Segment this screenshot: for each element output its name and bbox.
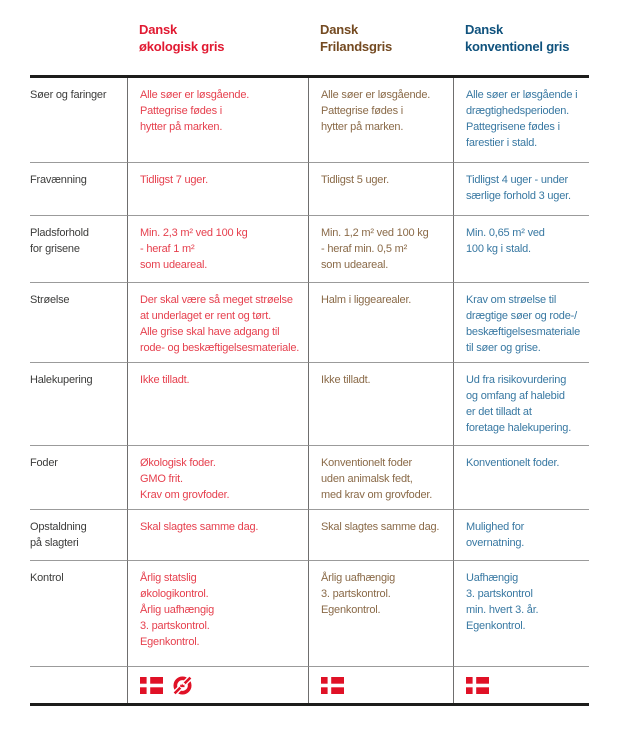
organic-o-mark-icon: [172, 675, 193, 696]
pig-comparison-table: Dansk økologisk gris Dansk Frilandsgris …: [30, 0, 589, 706]
cell-okologisk: Tidligst 7 uger.: [127, 163, 308, 216]
footer-konventionel-icons: [453, 667, 589, 703]
column-header-okologisk: Dansk økologisk gris: [139, 22, 225, 54]
cell-konventionel: Konventionelt foder.: [453, 446, 589, 510]
footer-empty-cell: [30, 667, 127, 703]
cell-konventionel: Alle søer er løsgående i drægtighedsperi…: [453, 78, 589, 163]
column-header-frilands: Dansk Frilandsgris: [320, 22, 393, 54]
corner-cell: [30, 21, 127, 75]
danish-flag-icon: [466, 676, 489, 694]
cell-konventionel: Mulighed for overnatning.: [453, 510, 589, 561]
table-body: Søer og faringer Alle søer er løsgående.…: [30, 75, 589, 706]
danish-flag-icon: [140, 676, 163, 694]
cell-frilands: Alle søer er løsgående. Pattegrise fødes…: [308, 78, 453, 163]
cell-frilands: Konventionelt foder uden animalsk fedt, …: [308, 446, 453, 510]
row-label-kontrol: Kontrol: [30, 561, 127, 667]
row-label-pladsforhold: Pladsforhold for grisene: [30, 216, 127, 283]
cell-frilands: Skal slagtes samme dag.: [308, 510, 453, 561]
cell-frilands: Ikke tilladt.: [308, 363, 453, 446]
row-label-stroeelse: Strøelse: [30, 283, 127, 363]
cell-konventionel: Min. 0,65 m² ved 100 kg i stald.: [453, 216, 589, 283]
cell-frilands: Tidligst 5 uger.: [308, 163, 453, 216]
cell-okologisk: Årlig statslig økologikontrol. Årlig uaf…: [127, 561, 308, 667]
cell-okologisk: Økologisk foder. GMO frit. Krav om grovf…: [127, 446, 308, 510]
row-label-opstaldning: Opstaldning på slagteri: [30, 510, 127, 561]
cell-konventionel: Krav om strøelse til drægtige søer og ro…: [453, 283, 589, 363]
cell-konventionel: Uafhængig 3. partskontrol min. hvert 3. …: [453, 561, 589, 667]
row-label-fravaenning: Fravænning: [30, 163, 127, 216]
column-header-konventionel: Dansk konventionel gris: [465, 22, 570, 54]
cell-frilands: Min. 1,2 m² ved 100 kg - heraf min. 0,5 …: [308, 216, 453, 283]
cell-okologisk: Alle søer er løsgående. Pattegrise fødes…: [127, 78, 308, 163]
row-label-halekupering: Halekupering: [30, 363, 127, 446]
danish-flag-icon: [321, 676, 344, 694]
footer-okologisk-icons: [127, 667, 308, 703]
cell-okologisk: Ikke tilladt.: [127, 363, 308, 446]
cell-frilands: Halm i liggearealer.: [308, 283, 453, 363]
cell-okologisk: Der skal være så meget strøelse at under…: [127, 283, 308, 363]
table-header: Dansk økologisk gris Dansk Frilandsgris …: [30, 0, 589, 75]
row-label-foder: Foder: [30, 446, 127, 510]
cell-okologisk: Skal slagtes samme dag.: [127, 510, 308, 561]
cell-konventionel: Tidligst 4 uger - under særlige forhold …: [453, 163, 589, 216]
cell-frilands: Årlig uafhængig 3. partskontrol. Egenkon…: [308, 561, 453, 667]
footer-frilands-icons: [308, 667, 453, 703]
cell-konventionel: Ud fra risikovurdering og omfang af hale…: [453, 363, 589, 446]
cell-okologisk: Min. 2,3 m² ved 100 kg - heraf 1 m² som …: [127, 216, 308, 283]
row-label-soer-og-faringer: Søer og faringer: [30, 78, 127, 163]
